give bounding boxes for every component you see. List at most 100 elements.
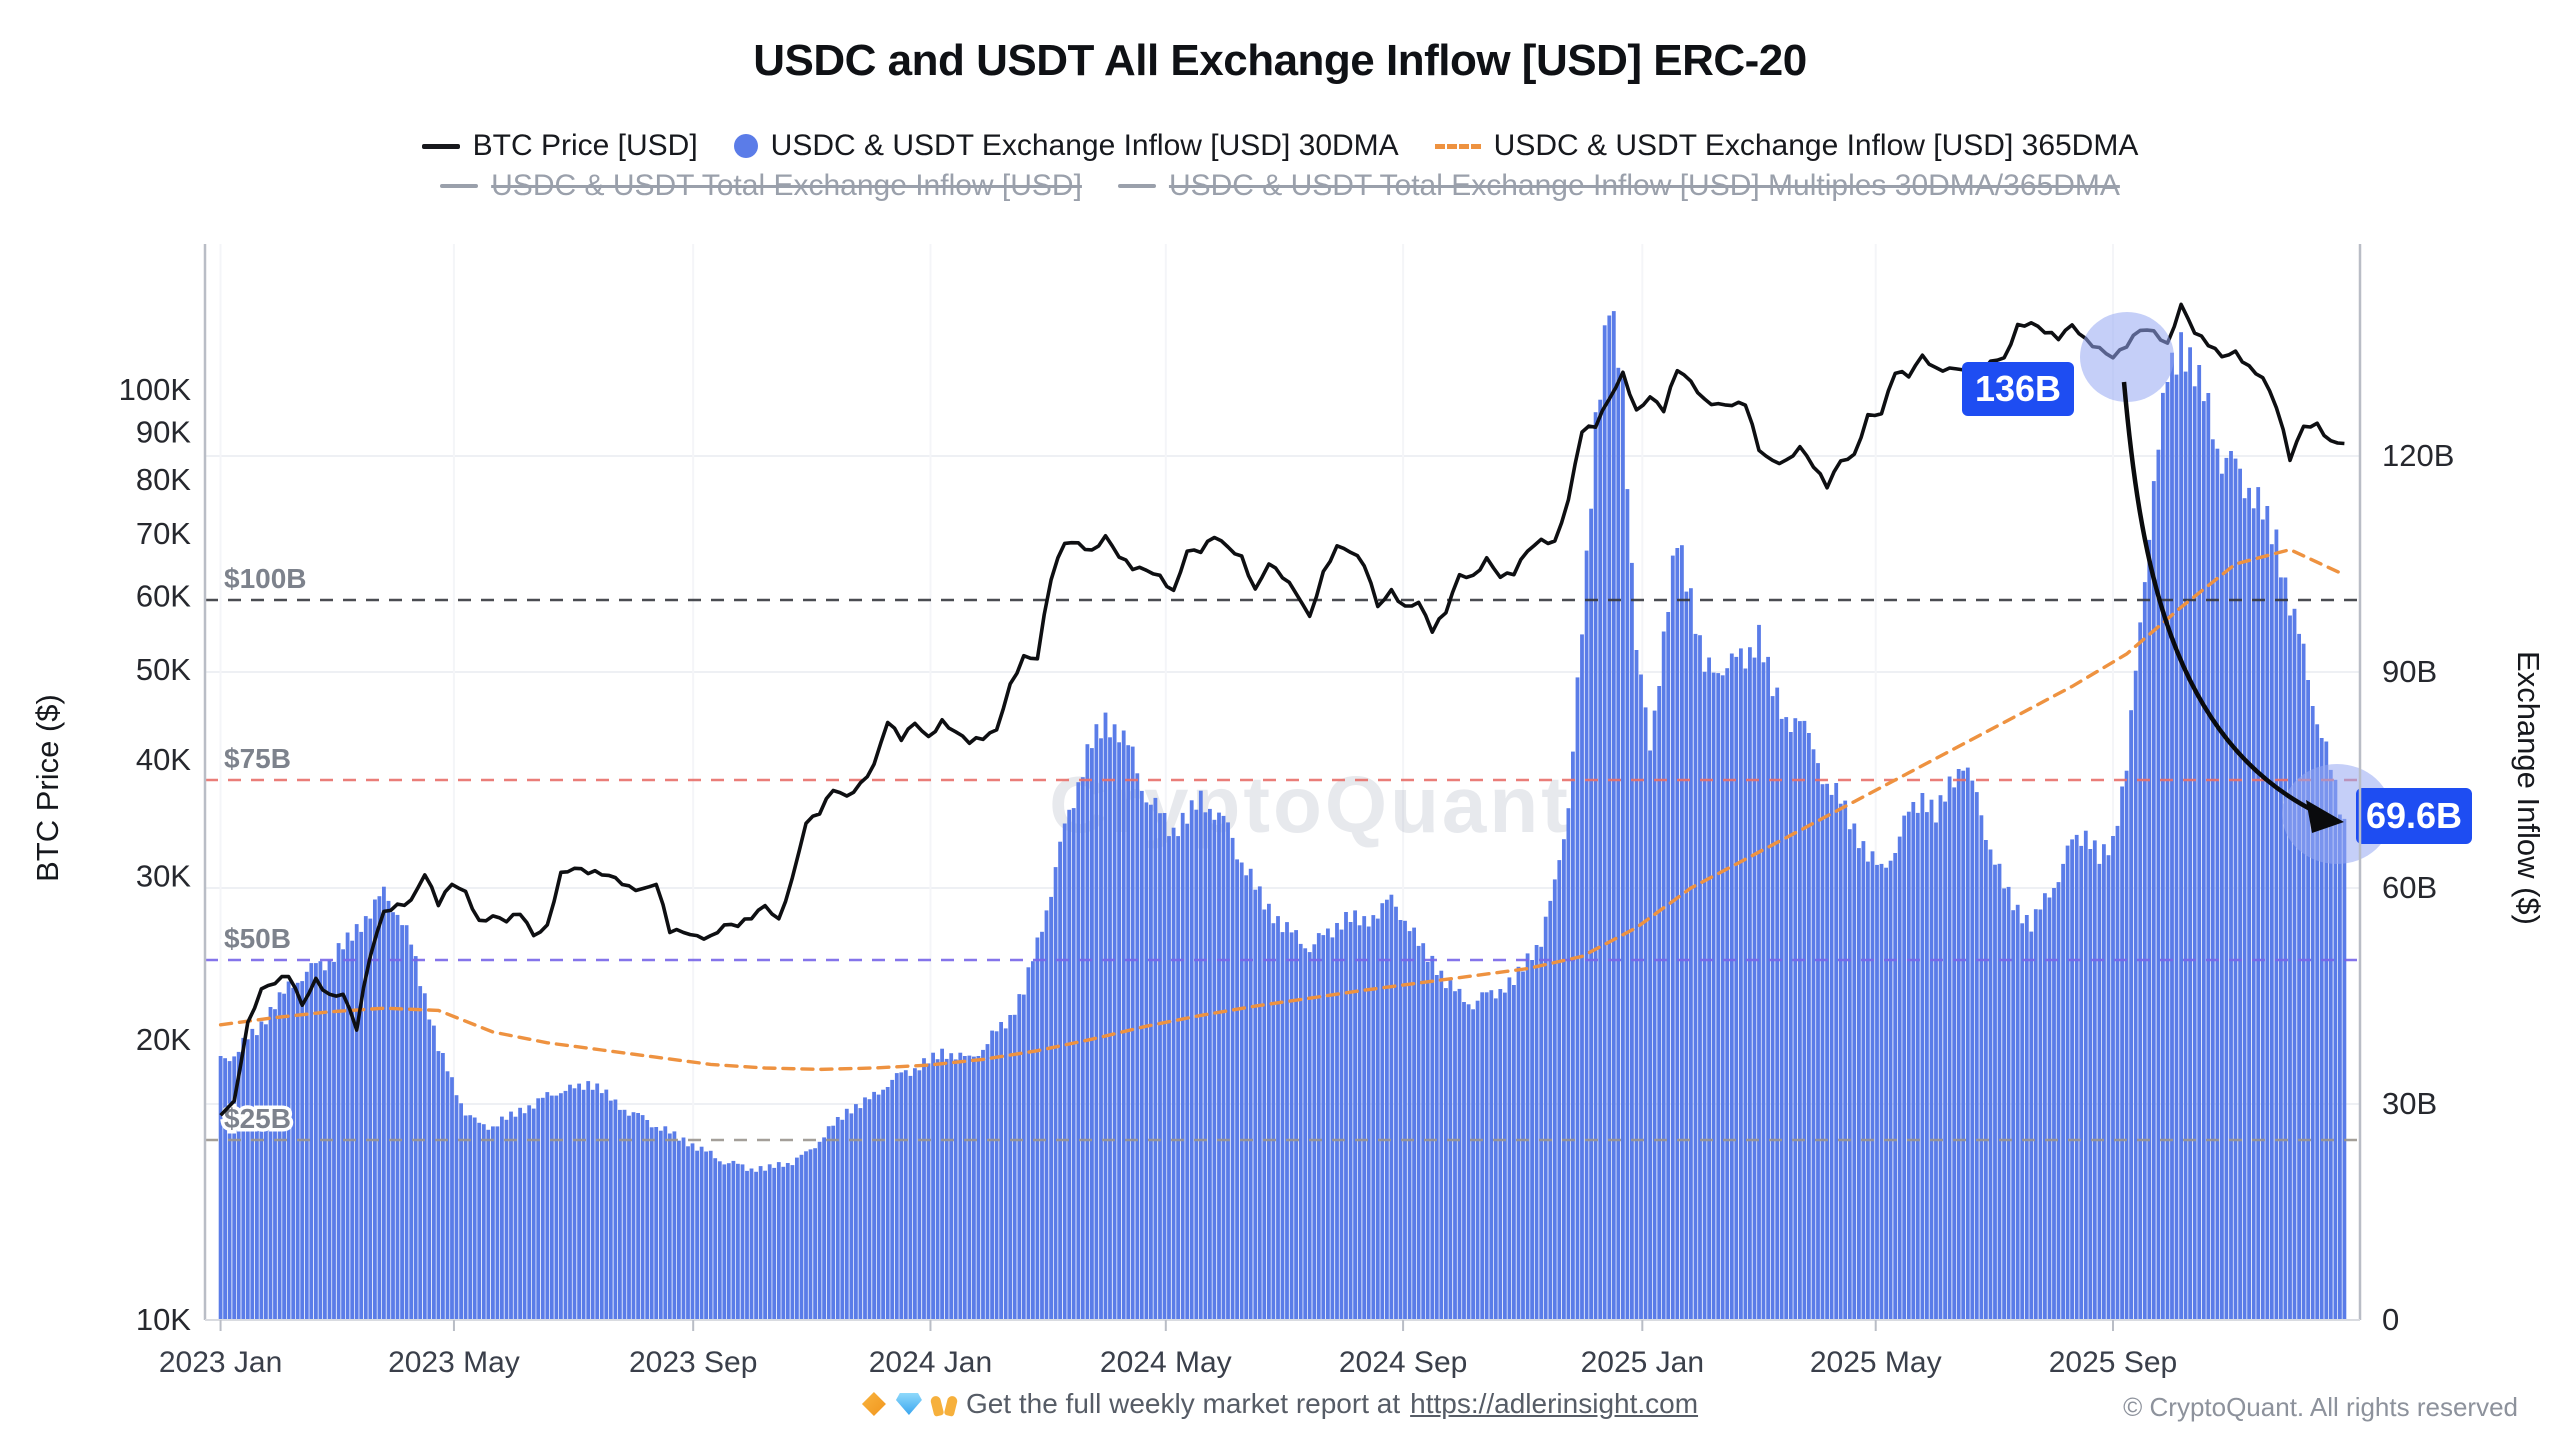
inflow-bar xyxy=(1271,923,1276,1320)
inflow-bar xyxy=(273,1009,277,1320)
chart-title: USDC and USDT All Exchange Inflow [USD] … xyxy=(753,36,1807,85)
inflow-bar xyxy=(1725,668,1730,1320)
inflow-bar xyxy=(681,1137,686,1320)
report-link[interactable]: https://adlerinsight.com xyxy=(1410,1388,1699,1419)
inflow-bar xyxy=(1552,879,1557,1320)
inflow-bar xyxy=(1049,896,1053,1320)
inflow-bar xyxy=(1566,808,1571,1320)
inflow-bar xyxy=(1412,927,1416,1320)
inflow-bar xyxy=(2242,498,2247,1320)
inflow-bar xyxy=(1498,989,1503,1320)
inflow-bar xyxy=(1988,849,1993,1320)
inflow-bar xyxy=(1820,784,1825,1320)
inflow-bar xyxy=(1702,671,1707,1320)
inflow-bar xyxy=(1439,970,1444,1320)
inflow-bar xyxy=(1802,720,1807,1320)
inflow-bar xyxy=(822,1137,826,1320)
inflow-bar xyxy=(1099,738,1103,1320)
inflow-bar xyxy=(1961,770,1966,1320)
inflow-bar xyxy=(1130,746,1135,1320)
inflow-bar xyxy=(1371,915,1376,1320)
inflow-bar xyxy=(586,1081,591,1320)
legend-row-1: BTC Price [USD] USDC & USDT Exchange Inf… xyxy=(0,124,2560,168)
inflow-bar xyxy=(568,1084,572,1320)
inflow-bar xyxy=(790,1165,795,1320)
inflow-bar xyxy=(1779,718,1784,1320)
inflow-bar xyxy=(804,1151,808,1320)
left-axis-tick-label: 20K xyxy=(136,1022,191,1057)
inflow-bar xyxy=(391,912,395,1320)
inflow-bar xyxy=(2092,840,2097,1320)
inflow-bar xyxy=(1807,733,1811,1320)
inflow-bar xyxy=(432,1025,436,1320)
btc-price-line xyxy=(219,302,2345,1117)
black-line-swatch-icon xyxy=(421,143,460,149)
inflow-bar xyxy=(658,1130,663,1320)
inflow-bar xyxy=(876,1094,881,1320)
inflow-bar xyxy=(1484,992,1489,1320)
inflow-bar xyxy=(903,1070,908,1320)
legend-item-multiples-disabled[interactable]: USDC & USDT Total Exchange Inflow [USD] … xyxy=(1117,169,2120,203)
inflow-bar xyxy=(595,1083,600,1320)
inflow-bar xyxy=(1698,635,1702,1320)
inflow-bar xyxy=(472,1117,477,1320)
inflow-bar xyxy=(1321,935,1326,1320)
footer-text: Get the full weekly market report at xyxy=(965,1388,1401,1419)
legend-item-inflow-365dma[interactable]: USDC & USDT Exchange Inflow [USD] 365DMA xyxy=(1434,129,2138,163)
latest-value-badge: 69.6B xyxy=(2356,788,2472,844)
inflow-bar xyxy=(559,1093,563,1320)
inflow-bar xyxy=(1062,823,1067,1320)
inflow-bar xyxy=(1530,960,1534,1320)
legend-label: BTC Price [USD] xyxy=(472,129,698,162)
peak-highlight-circle xyxy=(2080,312,2174,402)
inflow-bar xyxy=(1689,588,1693,1320)
inflow-bar xyxy=(1026,967,1031,1320)
inflow-bar xyxy=(726,1163,731,1320)
inflow-bar xyxy=(604,1089,609,1320)
inflow-bar xyxy=(1639,674,1643,1320)
legend-item-btc-price[interactable]: BTC Price [USD] xyxy=(421,129,698,163)
inflow-bar xyxy=(2342,818,2347,1320)
annotation-arrowhead-icon xyxy=(2306,800,2344,833)
legend-item-inflow-30dma[interactable]: USDC & USDT Exchange Inflow [USD] 30DMA xyxy=(733,129,1399,163)
left-axis-tick-label: 70K xyxy=(136,516,191,551)
inflow-bar xyxy=(468,1115,473,1320)
inflow-bar xyxy=(1090,748,1094,1320)
inflow-bar xyxy=(1489,990,1494,1320)
inflow-bar xyxy=(731,1160,736,1320)
inflow-bar xyxy=(931,1052,935,1320)
inflow-bar xyxy=(1734,656,1739,1320)
inflow-bar xyxy=(953,1059,958,1320)
inflow-bar xyxy=(908,1075,913,1320)
inflow-bar xyxy=(286,981,291,1320)
inflow-bar xyxy=(627,1115,631,1320)
legend-item-total-inflow-disabled[interactable]: USDC & USDT Total Exchange Inflow [USD] xyxy=(440,169,1082,203)
inflow-bar xyxy=(622,1109,627,1320)
inflow-bar xyxy=(1811,749,1816,1320)
inflow-bar xyxy=(813,1148,817,1320)
x-axis-tick-label: 2025 May xyxy=(1810,1346,1942,1379)
inflow-bar xyxy=(613,1099,618,1320)
inflow-bar xyxy=(1580,634,1584,1320)
inflow-bar xyxy=(1080,777,1085,1320)
inflow-bar xyxy=(1475,1000,1480,1320)
inflow-bar xyxy=(459,1103,463,1320)
inflow-bar xyxy=(1866,861,1870,1320)
inflow-bar xyxy=(1602,325,1607,1320)
inflow-bar xyxy=(1888,860,1893,1320)
inflow-bar xyxy=(708,1150,713,1320)
inflow-bar xyxy=(1407,931,1412,1320)
inflow-bar xyxy=(1298,943,1303,1320)
inflow-bar xyxy=(1534,945,1539,1320)
inflow-bar xyxy=(772,1167,777,1320)
inflow-bar xyxy=(304,971,309,1320)
legend-label: USDC & USDT Total Exchange Inflow [USD] xyxy=(491,169,1082,202)
threshold-labels: $100B $75B $50B $25B xyxy=(221,560,311,1138)
inflow-bar xyxy=(1670,555,1675,1320)
inflow-bar xyxy=(1403,920,1407,1320)
right-axis-tick-label: 120B xyxy=(2382,438,2454,473)
inflow-bar xyxy=(1135,773,1140,1320)
inflow-bar xyxy=(354,924,359,1320)
inflow-bar xyxy=(1857,848,1861,1320)
